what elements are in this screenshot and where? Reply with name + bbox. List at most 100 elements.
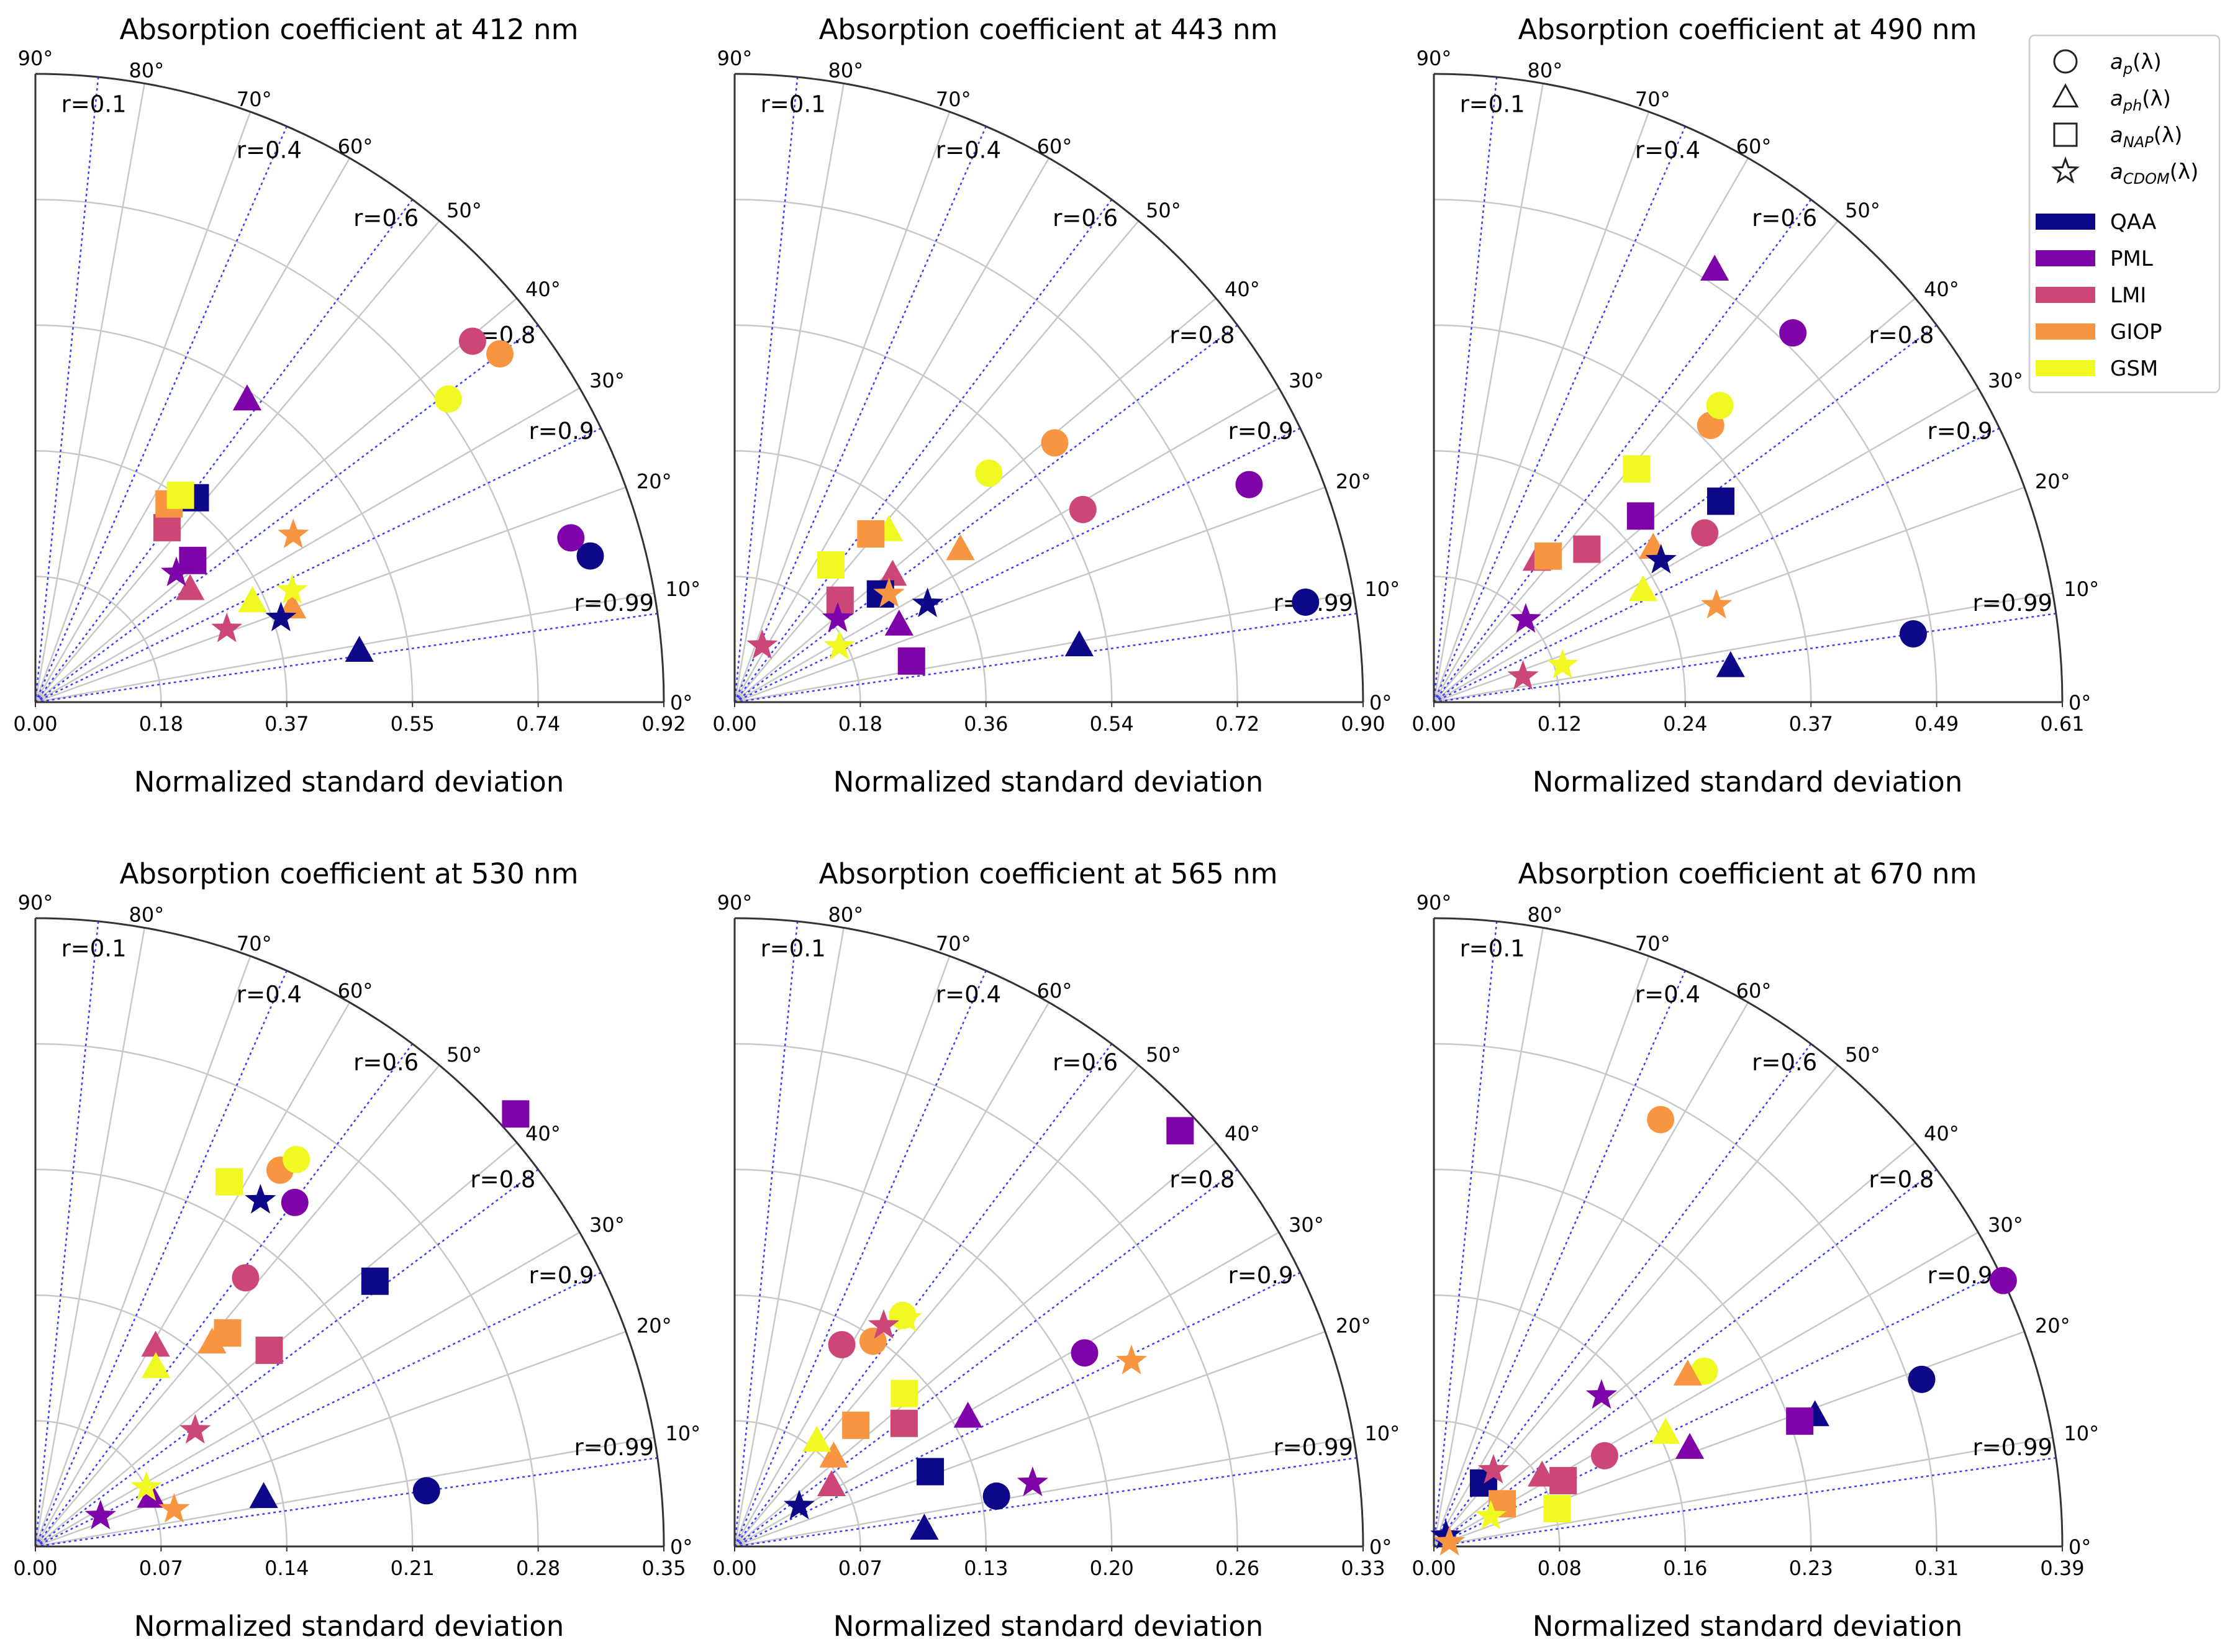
data-point-qaa-triangle [1064,630,1094,657]
angle-gridline [1433,297,1916,703]
correlation-line [1433,921,1498,1547]
data-point-qaa-triangle [910,1514,939,1540]
correlation-line [1433,1271,2000,1548]
angle-tick-label: 60° [1037,135,1072,158]
x-tick-label: 0.18 [139,712,183,736]
data-point-lmi-circle [1590,1442,1618,1469]
x-axis-label: Normalized standard deviation [134,765,564,798]
angle-gridline [1433,955,1650,1547]
angle-tick-label: 60° [1736,979,1772,1003]
data-point-lmi-star [746,629,778,659]
data-point-pml-circle [1779,319,1807,347]
x-tick-label: 0.00 [13,1556,57,1580]
correlation-line [734,613,1357,703]
correlation-label: r=0.9 [1228,418,1294,445]
data-point-qaa-circle [1292,588,1320,616]
correlation-line [1433,613,2057,703]
legend-marker-star [2051,156,2080,184]
angle-gridline [35,387,581,703]
angle-tick-label: 20° [1336,1314,1371,1338]
correlation-label: r=0.99 [1972,590,2052,616]
correlation-label: r=0.6 [1752,205,1817,232]
data-point-pml-circle [1235,471,1263,499]
correlation-label: r=0.1 [1460,91,1525,118]
angle-tick-label: 0° [2069,691,2091,715]
correlation-label: r=0.9 [529,1262,594,1289]
x-tick-label: 0.54 [1090,712,1134,736]
std-arc [35,575,162,703]
angle-tick-label: 10° [665,577,700,601]
data-point-pml-triangle [1700,255,1729,281]
data-point-pml-triangle [232,384,262,411]
angle-gridline [35,1330,627,1548]
angle-gridline [1433,157,1749,703]
x-tick-label: 0.35 [641,1556,686,1580]
data-point-qaa-star [1645,544,1677,574]
angle-gridline [34,111,252,703]
angle-gridline [733,111,951,703]
angle-tick-label: 10° [665,1422,700,1445]
std-arc [1433,1168,1812,1547]
data-point-pml-triangle [884,609,913,636]
std-arc [734,1168,1113,1547]
x-tick-label: 0.37 [265,712,309,736]
angle-tick-label: 80° [129,903,164,927]
std-arc [1433,324,1812,703]
x-tick-label: 0.13 [964,1556,1008,1580]
correlation-line [734,1271,1301,1548]
angle-tick-label: 40° [1225,1122,1260,1145]
angle-tick-label: 90° [18,47,53,70]
angle-tick-label: 60° [338,135,373,158]
x-tick-label: 0.12 [1538,712,1582,736]
data-point-gsm-square [817,551,845,579]
correlation-line [1433,1168,1938,1548]
correlation-label: r=0.1 [1460,936,1525,962]
legend-model-label: GSM [2110,356,2158,381]
data-point-gsm-star [276,574,308,604]
data-point-gsm-circle [434,385,462,413]
angle-tick-label: 30° [1289,369,1324,392]
data-point-pml-star [822,602,854,632]
data-point-gsm-circle [975,459,1003,487]
outer-arc [35,73,665,703]
data-point-pml-triangle [953,1401,982,1428]
correlation-label: r=0.8 [1169,322,1235,348]
legend-swatch-gsm [2036,360,2095,376]
data-point-qaa-star [912,587,943,618]
angle-tick-label: 70° [237,932,272,955]
correlation-line [35,1457,658,1548]
correlation-line [734,1168,1238,1548]
correlation-label: r=0.6 [1053,1049,1118,1076]
legend-marker-label: aph(λ) [2110,86,2171,114]
data-point-lmi-square [255,1337,283,1365]
taylor-panel-3: 0° 10° 20° 30° 40° 50° 60° 70° 80° 90° r=0.1 r=0.4 r… [1412,13,2099,798]
legend-marker-label: aCDOM(λ) [2110,160,2198,187]
x-tick-label: 0.14 [265,1556,309,1580]
data-point-qaa-star [783,1489,815,1520]
data-point-giop-circle [1647,1106,1675,1134]
data-point-giop-triangle [197,1327,227,1354]
data-point-gsm-square [166,481,194,509]
correlation-label: r=0.6 [353,205,419,232]
angle-gridline [734,1330,1326,1548]
data-point-lmi-triangle [141,1330,170,1357]
angle-tick-label: 10° [1364,577,1400,601]
data-point-lmi-square [153,513,181,541]
angle-tick-label: 50° [1146,199,1181,222]
legend-marker-label: ap(λ) [2110,50,2162,78]
angle-gridline [1433,592,2053,703]
std-arc [734,199,1238,703]
std-arc [35,449,288,703]
angle-tick-label: 40° [1225,278,1260,301]
angle-tick-label: 90° [717,47,753,70]
panel-title: Absorption coefficient at 670 nm [1518,857,1977,890]
angle-gridline [34,1001,351,1547]
legend-marker-square [2053,122,2078,147]
legend-swatch-qaa [2036,214,2095,230]
panel-title: Absorption coefficient at 565 nm [819,857,1278,890]
data-point-giop-triangle [1673,1359,1702,1386]
angle-gridline [34,955,252,1547]
angle-gridline [1433,1437,2053,1548]
data-point-giop-square [1534,542,1562,570]
legend-swatch-giop [2036,323,2095,340]
